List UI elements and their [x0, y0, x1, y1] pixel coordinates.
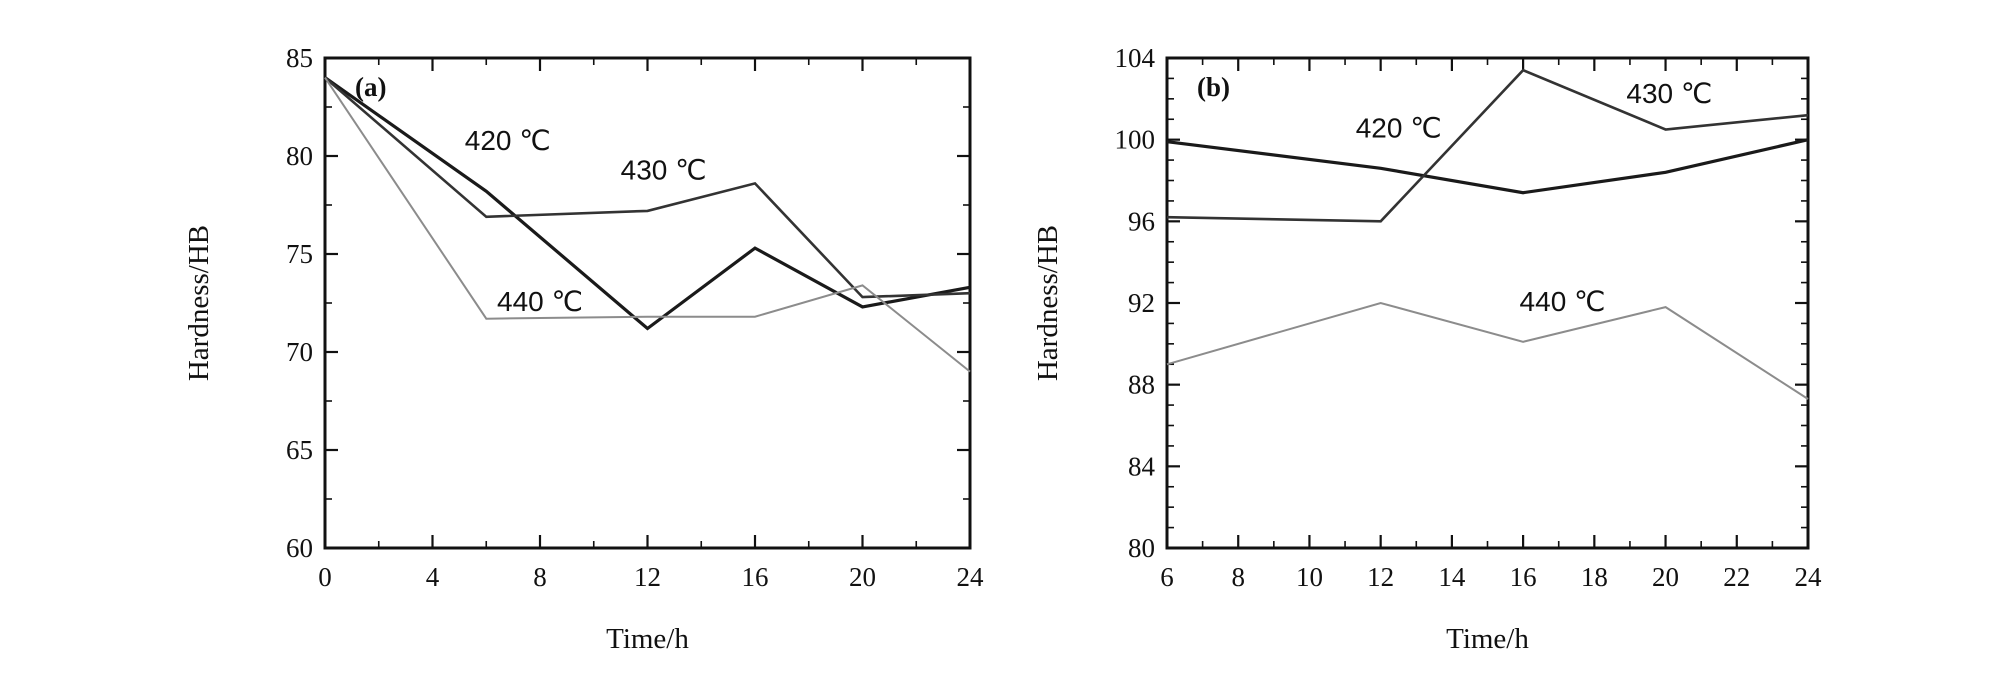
panel-a-chart: 0 4 8 12 16 20 24 60 65 70 75 80 85 Time/h Hardness/HB…: [183, 43, 984, 655]
panel-b-x-tick-label: 12: [1367, 562, 1394, 592]
panel-b-series-line-1: [1166, 138, 1809, 195]
panel-a-panel-label: (a): [355, 72, 386, 102]
panel-b-chart: 6 8 10 12 14 16 18 20 22 24 80 84 88 92 96 100 104 Time/h…: [1032, 43, 1822, 655]
panel-b-x-tick-label: 20: [1652, 562, 1679, 592]
panel-b-y-tick-label: 92: [1128, 288, 1155, 318]
panel-b-series-label-2: 430 ℃: [1626, 78, 1712, 109]
panel-b-x-axis-label: Time/h: [1446, 623, 1529, 655]
panel-a-x-tick-label: 12: [634, 562, 661, 592]
panel-a-y-tick-label: 60: [286, 533, 313, 563]
panel-b-series-label-1: 420 ℃: [1356, 113, 1442, 144]
panel-b-y-tick-label: 96: [1128, 206, 1155, 236]
panel-a-series-label-1: 420 ℃: [465, 125, 551, 156]
panel-a-series-line-1: [324, 76, 971, 331]
panel-a-series-label-2: 430 ℃: [621, 155, 707, 186]
panel-b-y-tick-label: 88: [1128, 370, 1155, 400]
panel-a-y-tick-label: 65: [286, 435, 313, 465]
panel-b-x-tick-label: 10: [1296, 562, 1323, 592]
panel-b-x-tick-label: 22: [1723, 562, 1750, 592]
panel-b-panel-label: (b): [1197, 72, 1230, 102]
panel-b-x-tick-label: 24: [1795, 562, 1823, 592]
panel-a-x-tick-label: 20: [849, 562, 876, 592]
panel-b-plot-frame: [1165, 56, 1810, 550]
panel-a-series-line-3: [324, 77, 971, 373]
panel-b-x-tick-label: 8: [1231, 562, 1245, 592]
panel-b-series-label-3: 440 ℃: [1520, 286, 1606, 317]
panel-b-x-tick-label: 6: [1160, 562, 1174, 592]
panel-a-x-tick-label: 8: [533, 562, 547, 592]
panel-a-plot-frame: [323, 56, 972, 550]
panel-a-y-tick-label: 75: [286, 239, 313, 269]
panel-a-y-axis-label: Hardness/HB: [183, 225, 215, 381]
panel-a-x-tick-label: 24: [957, 562, 985, 592]
panel-b-x-tick-label: 18: [1581, 562, 1608, 592]
panel-a-y-tick-label: 85: [286, 43, 313, 73]
panel-b-y-tick-label: 84: [1128, 451, 1156, 481]
panel-a-y-tick-label: 80: [286, 141, 313, 171]
panel-a-series-label-3: 440 ℃: [497, 286, 583, 317]
panel-a-x-axis-label: Time/h: [606, 623, 689, 655]
panel-a-x-tick-label: 0: [318, 562, 332, 592]
panel-b-y-axis-label: Hardness/HB: [1032, 225, 1064, 381]
panel-a-x-tick-label: 4: [426, 562, 440, 592]
panel-b-y-tick-label: 80: [1128, 533, 1155, 563]
panel-b-series-line-3: [1166, 301, 1809, 400]
panel-b-x-tick-label: 14: [1438, 562, 1466, 592]
panel-b-y-tick-label: 100: [1115, 125, 1156, 155]
panel-b-series-line-2: [1166, 68, 1809, 223]
panel-b-x-tick-label: 16: [1510, 562, 1537, 592]
panel-b-y-tick-label: 104: [1115, 43, 1156, 73]
panel-a-series-line-2: [324, 76, 971, 299]
panel-a-x-tick-label: 16: [742, 562, 769, 592]
panel-a-y-tick-label: 70: [286, 337, 313, 367]
